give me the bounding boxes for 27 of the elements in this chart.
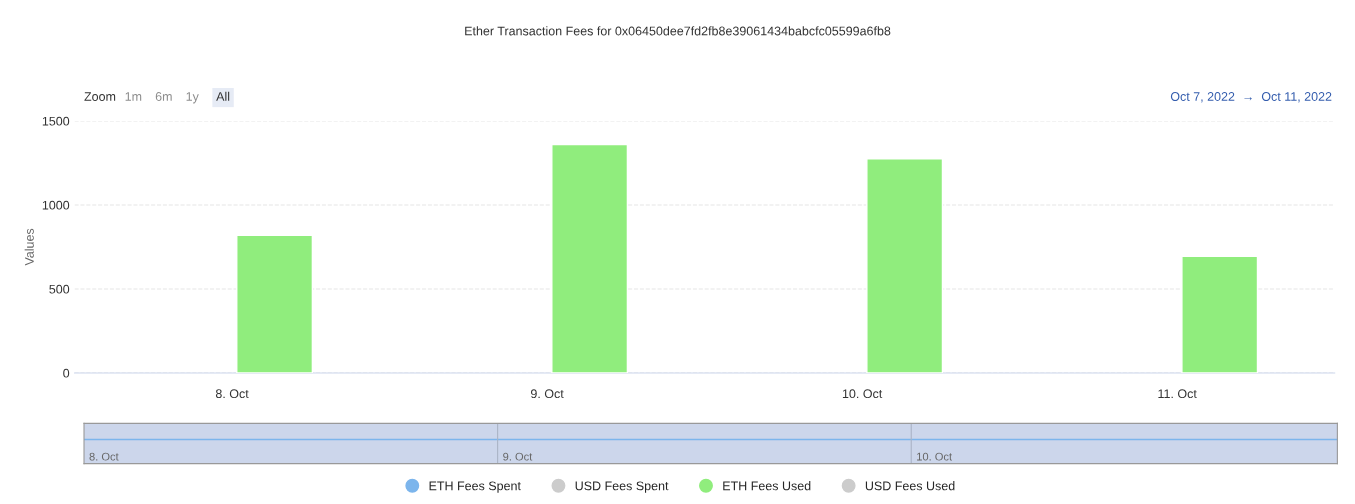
text: 1y (186, 92, 199, 104)
x-tick-label: 10. Oct (842, 389, 883, 399)
text: 9. Oct (503, 452, 533, 461)
y-tick-label: 1500 (42, 116, 70, 126)
x-tick-label: 11. Oct (1158, 389, 1197, 399)
bar (236, 234, 314, 373)
legend-label: USD Fees Used (865, 481, 955, 491)
text: 6m (155, 92, 172, 101)
y-tick-label: 0 (63, 368, 70, 378)
text: 1m (125, 92, 142, 101)
legend-label: USD Fees Spent (575, 481, 669, 493)
text: 8. Oct (89, 452, 119, 461)
legend-label: ETH Fees Used (723, 481, 811, 491)
chart-title: Ether Transaction Fees for 0x06450dee7fd2fb8e39061434babcfc05599a6fb8 (465, 26, 891, 36)
y-tick-label: 1000 (42, 200, 70, 210)
y-axis-title: Values (24, 228, 34, 266)
x-tick-label: 8. Oct (215, 389, 249, 399)
x-tick-label: 9. Oct (531, 389, 564, 399)
bar (1181, 255, 1259, 373)
text: Oct 7, 2022 → Oct 11, 2022 (1170, 92, 1332, 103)
text: 10. Oct (917, 452, 952, 461)
y-tick-label: 500 (49, 284, 70, 294)
bar (866, 158, 944, 373)
legend-label: ETH Fees Spent (429, 481, 521, 493)
text: Zoom (84, 92, 116, 101)
text: All (216, 91, 230, 101)
bar (551, 143, 629, 373)
